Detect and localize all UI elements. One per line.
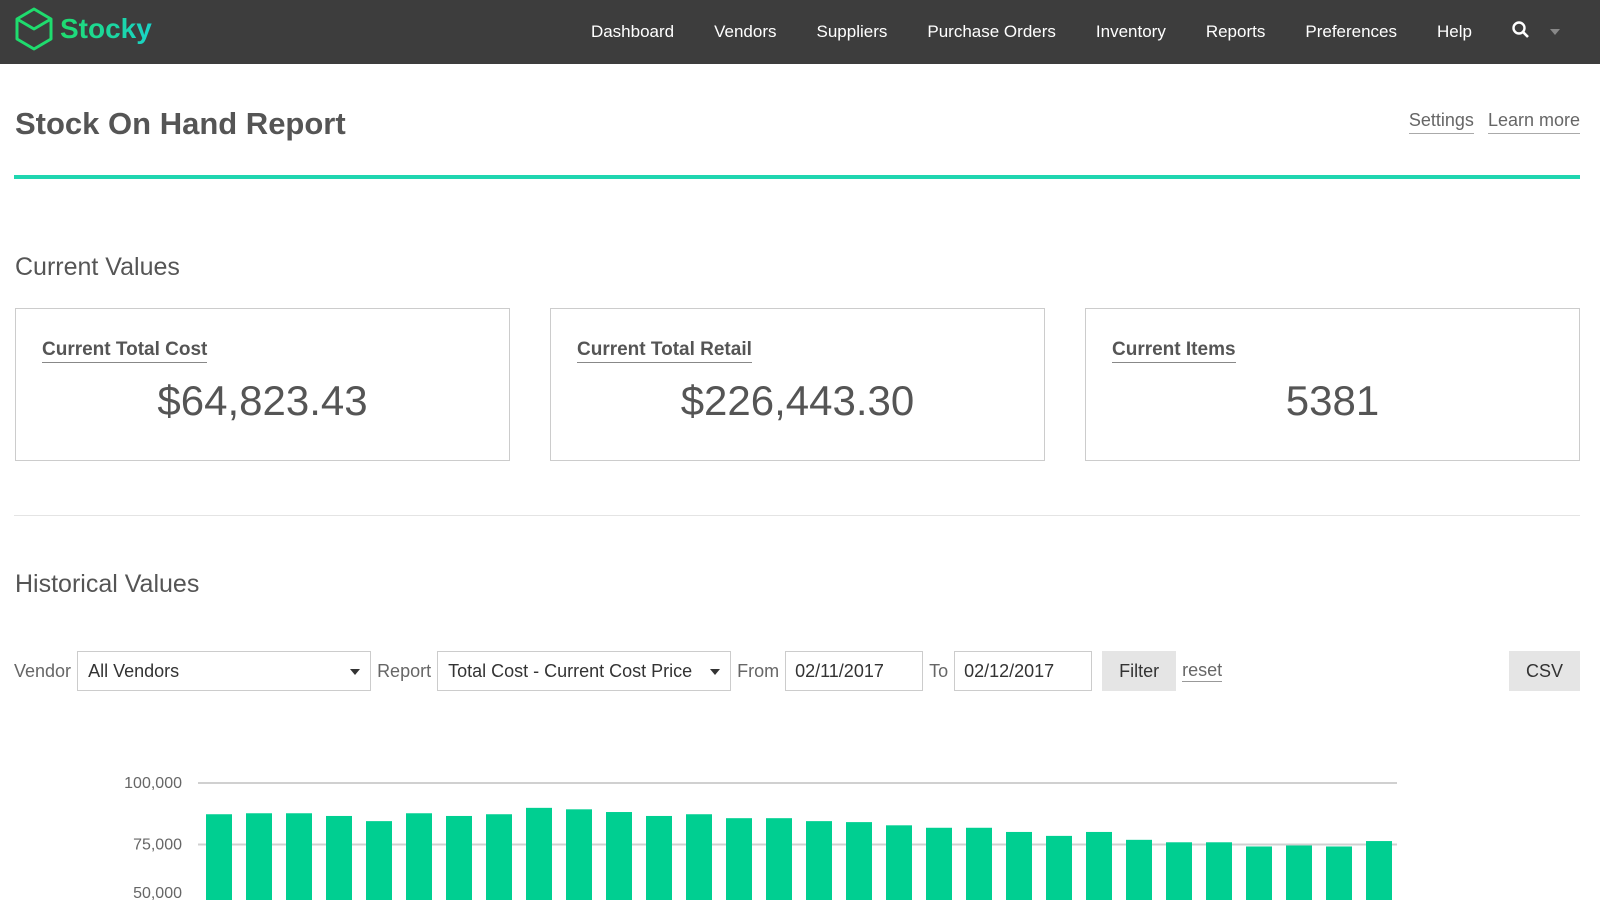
bar[interactable] bbox=[326, 815, 352, 900]
card-items: Current Items 5381 bbox=[1085, 308, 1580, 461]
historical-bar-chart: 50,000 75,000 100,000 bbox=[124, 775, 1397, 900]
card-label[interactable]: Current Total Retail bbox=[577, 339, 752, 363]
bar[interactable] bbox=[1046, 835, 1072, 900]
bar[interactable] bbox=[566, 809, 592, 900]
bar[interactable] bbox=[246, 813, 272, 900]
y-tick-label: 50,000 bbox=[133, 885, 182, 900]
top-nav: Stocky Dashboard Vendors Suppliers Purchase… bbox=[0, 0, 1600, 64]
bar[interactable] bbox=[526, 807, 552, 900]
nav-preferences[interactable]: Preferences bbox=[1305, 22, 1398, 41]
nav-suppliers[interactable]: Suppliers bbox=[816, 22, 888, 41]
nav-vendors[interactable]: Vendors bbox=[714, 22, 777, 41]
bar[interactable] bbox=[726, 818, 752, 900]
dropdown-caret-icon bbox=[350, 669, 361, 675]
bar[interactable] bbox=[406, 813, 432, 900]
historical-values-heading: Historical Values bbox=[15, 570, 200, 598]
dropdown-caret-icon bbox=[710, 669, 721, 675]
bar[interactable] bbox=[286, 813, 312, 900]
nav-purchase-orders[interactable]: Purchase Orders bbox=[927, 22, 1056, 41]
filter-bar: Vendor All Vendors Report Total Cost - C… bbox=[14, 651, 1580, 691]
chevron-down-icon[interactable] bbox=[1550, 29, 1560, 35]
divider bbox=[14, 515, 1580, 516]
filter-button[interactable]: Filter bbox=[1102, 651, 1177, 691]
current-values-heading: Current Values bbox=[15, 253, 180, 281]
y-tick-label: 100,000 bbox=[124, 775, 182, 792]
bar[interactable] bbox=[446, 815, 472, 900]
bar[interactable] bbox=[206, 814, 232, 900]
to-date-input[interactable] bbox=[954, 651, 1093, 691]
card-value: $226,443.30 bbox=[680, 377, 915, 424]
bar[interactable] bbox=[1206, 842, 1232, 900]
cube-logo-icon bbox=[15, 7, 53, 51]
from-date-input[interactable] bbox=[785, 651, 924, 691]
csv-button[interactable]: CSV bbox=[1508, 651, 1580, 691]
logo-text: Stocky bbox=[60, 13, 152, 44]
bar[interactable] bbox=[1366, 841, 1392, 900]
card-label[interactable]: Current Items bbox=[1112, 339, 1236, 363]
bar[interactable] bbox=[686, 814, 712, 900]
to-label: To bbox=[929, 660, 949, 681]
bar[interactable] bbox=[1126, 839, 1152, 900]
report-select-value: Total Cost - Current Cost Price bbox=[448, 660, 693, 681]
card-label[interactable]: Current Total Cost bbox=[42, 339, 208, 363]
card-total-cost: Current Total Cost $64,823.43 bbox=[15, 308, 510, 461]
bar[interactable] bbox=[1286, 845, 1312, 900]
bar[interactable] bbox=[1166, 842, 1192, 900]
nav-dashboard[interactable]: Dashboard bbox=[590, 22, 675, 41]
page-title: Stock On Hand Report bbox=[15, 106, 346, 141]
nav-reports[interactable]: Reports bbox=[1205, 22, 1266, 41]
nav-help[interactable]: Help bbox=[1437, 22, 1472, 41]
bar[interactable] bbox=[1246, 846, 1272, 900]
card-total-retail: Current Total Retail $226,443.30 bbox=[550, 308, 1045, 461]
bar[interactable] bbox=[1086, 831, 1112, 900]
learn-more-link[interactable]: Learn more bbox=[1487, 110, 1580, 134]
logo[interactable]: Stocky bbox=[14, 6, 152, 52]
bar[interactable] bbox=[926, 827, 952, 900]
reset-link[interactable]: reset bbox=[1182, 660, 1223, 682]
bar[interactable] bbox=[966, 827, 992, 900]
bar[interactable] bbox=[766, 818, 792, 900]
bar[interactable] bbox=[1326, 846, 1352, 900]
report-select[interactable]: Total Cost - Current Cost Price bbox=[437, 651, 732, 691]
y-tick-label: 75,000 bbox=[133, 837, 182, 854]
vendor-label: Vendor bbox=[14, 660, 72, 681]
search-icon[interactable] bbox=[1512, 20, 1530, 44]
from-label: From bbox=[737, 660, 780, 681]
settings-link[interactable]: Settings bbox=[1408, 110, 1474, 134]
bar[interactable] bbox=[806, 821, 832, 900]
nav-inventory[interactable]: Inventory bbox=[1095, 22, 1166, 41]
bar[interactable] bbox=[606, 812, 632, 900]
bar[interactable] bbox=[486, 814, 512, 900]
bar[interactable] bbox=[646, 815, 672, 900]
report-label: Report bbox=[377, 660, 432, 681]
bar[interactable] bbox=[366, 821, 392, 900]
bar[interactable] bbox=[886, 825, 912, 900]
vendor-select-value: All Vendors bbox=[88, 660, 180, 681]
title-rule bbox=[14, 175, 1580, 179]
vendor-select[interactable]: All Vendors bbox=[77, 651, 372, 691]
card-value: 5381 bbox=[1285, 377, 1380, 424]
bar[interactable] bbox=[1006, 831, 1032, 900]
card-value: $64,823.43 bbox=[157, 377, 368, 424]
bar[interactable] bbox=[846, 822, 872, 900]
